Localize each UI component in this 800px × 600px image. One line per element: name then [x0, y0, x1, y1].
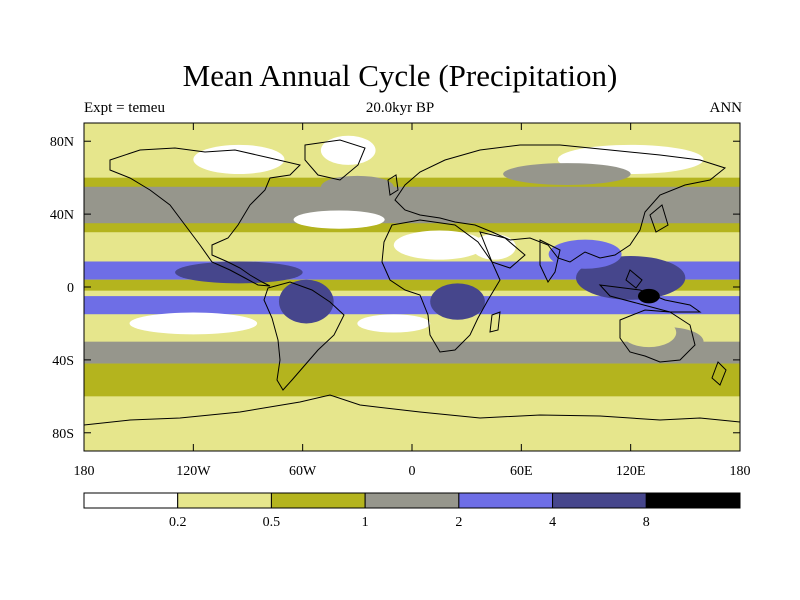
- lon-label-4: 60E: [510, 464, 533, 479]
- precip-patch-1: [278, 279, 334, 324]
- africa-coast: [381, 219, 501, 353]
- greenland-coast: [304, 139, 366, 181]
- lat-label-80N: 80N: [50, 135, 74, 150]
- precip-patch-4: [637, 288, 660, 304]
- south-america-coast: [263, 281, 345, 391]
- philippines-coast: [625, 269, 643, 289]
- antarctica-coast: [84, 394, 740, 426]
- precip-patch-8: [129, 312, 258, 335]
- precip-band-9: [84, 363, 740, 397]
- lat-label-80S: 80S: [52, 427, 74, 442]
- precip-field: [84, 123, 740, 451]
- lon-label-3: 0: [409, 464, 416, 479]
- lon-label-0: 180: [74, 464, 95, 479]
- colorbar-swatch-3: [364, 492, 460, 509]
- colorbar-label-1: 0.5: [263, 515, 281, 530]
- lon-label-2: 60W: [289, 464, 317, 479]
- british-isles-coast: [387, 174, 399, 196]
- experiment-label: Expt = temeu: [84, 100, 165, 116]
- colorbar-swatch-1: [177, 492, 272, 509]
- india-coast: [539, 239, 561, 283]
- precip-patch-6: [393, 230, 485, 260]
- arabia-coast: [479, 231, 526, 269]
- japan-coast: [649, 204, 669, 233]
- lon-label-1: 120W: [176, 464, 211, 479]
- precip-band-2: [84, 186, 740, 224]
- precip-patch-7: [472, 234, 516, 260]
- colorbar-label-4: 4: [549, 515, 556, 530]
- indonesia-coast: [598, 284, 702, 313]
- colorbar-label-2: 1: [362, 515, 369, 530]
- colorbar-swatch-0: [83, 492, 179, 509]
- precip-patch-10: [293, 210, 385, 229]
- colorbar: 0.2 0.5 1 2 4 8: [83, 492, 741, 530]
- precip-patch-11: [320, 135, 376, 165]
- precip-patch-2: [430, 283, 485, 320]
- colorbar-label-3: 2: [455, 515, 462, 530]
- coastlines: [84, 139, 740, 426]
- precip-patch-5: [548, 239, 622, 269]
- map-title: Mean Annual Cycle (Precipitation): [182, 58, 618, 93]
- precip-patch-12: [193, 144, 285, 175]
- north-america-coast: [109, 147, 301, 287]
- precip-band-8: [84, 341, 740, 364]
- lat-label-0: 0: [67, 281, 74, 296]
- precip-band-6: [84, 296, 740, 315]
- eurasia-coast: [394, 144, 727, 263]
- precip-patch-14: [503, 163, 631, 185]
- colorbar-swatch-6: [645, 492, 741, 509]
- precip-band-10: [84, 399, 740, 451]
- precip-band-5: [84, 279, 740, 291]
- colorbar-label-0: 0.2: [169, 515, 187, 530]
- season-label: ANN: [709, 100, 743, 116]
- new-zealand-coast: [711, 361, 727, 386]
- precip-patch-17: [621, 317, 677, 348]
- time-label: 20.0kyr BP: [365, 100, 435, 116]
- precip-patch-15: [320, 175, 394, 198]
- precip-patch-0: [175, 261, 303, 284]
- lat-label-40N: 40N: [50, 208, 74, 223]
- precip-patch-9: [357, 314, 431, 333]
- australia-coast: [619, 309, 696, 363]
- lat-label-40S: 40S: [52, 354, 74, 369]
- colorbar-swatch-2: [270, 492, 366, 509]
- lon-label-6: 180: [730, 464, 751, 479]
- map-axes: 80N 40N 0 40S 80S 180 120W 60W 0 60E 120E 180: [50, 123, 751, 479]
- colorbar-swatch-4: [458, 492, 554, 509]
- madagascar-coast: [489, 311, 501, 333]
- colorbar-swatch-5: [552, 492, 647, 509]
- colorbar-label-5: 8: [643, 515, 650, 530]
- lon-label-5: 120E: [616, 464, 646, 479]
